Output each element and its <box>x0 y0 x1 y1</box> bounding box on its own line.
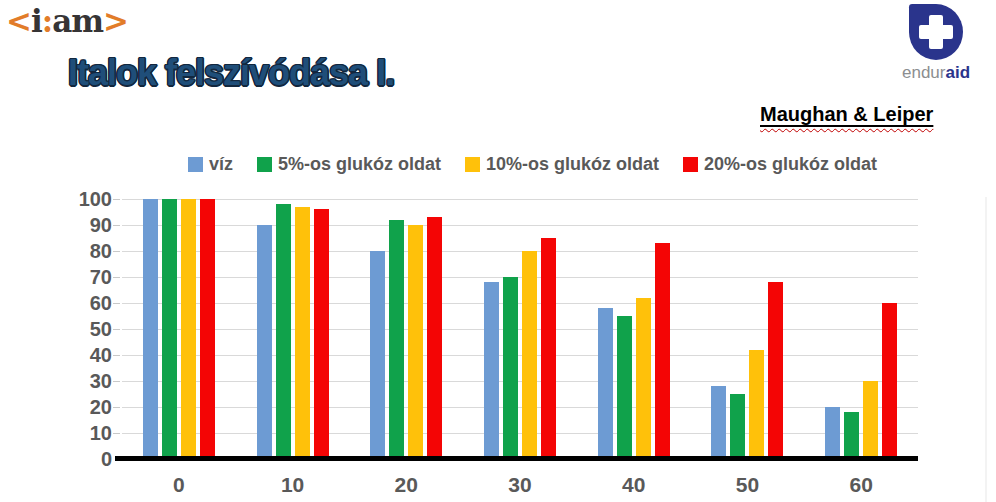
bar <box>541 238 556 459</box>
bar <box>863 381 878 459</box>
slide-edge-line <box>985 197 987 502</box>
bar <box>636 298 651 459</box>
y-tick-mark <box>113 251 120 252</box>
bar <box>295 207 310 459</box>
y-tick-mark <box>113 433 120 434</box>
gridline <box>122 277 918 278</box>
gridline <box>122 303 918 304</box>
chart-legend: víz 5%-os glukóz oldat 10%-os glukóz oldat… <box>188 154 877 175</box>
gridline <box>122 199 918 200</box>
bar <box>522 251 537 459</box>
bar <box>749 350 764 459</box>
bar <box>598 308 613 459</box>
y-tick-mark <box>113 277 120 278</box>
iam-logo-colon: : <box>42 3 52 39</box>
bar <box>882 303 897 459</box>
y-tick-mark <box>113 329 120 330</box>
droplet-icon <box>909 4 963 60</box>
bar <box>427 217 442 459</box>
bar <box>257 225 272 459</box>
enduraid-wordmark: enduraid <box>890 63 982 83</box>
slide-title: Italok felszívódása I. <box>68 52 394 94</box>
legend-swatch <box>188 157 203 172</box>
legend-item: 20%-os glukóz oldat <box>683 154 877 175</box>
y-tick-label: 40 <box>58 344 112 366</box>
bar <box>503 277 518 459</box>
y-tick-mark <box>113 303 120 304</box>
bar <box>711 386 726 459</box>
y-tick-label: 90 <box>58 214 112 236</box>
gridline <box>122 433 918 434</box>
bar <box>825 407 840 459</box>
bar <box>181 199 196 459</box>
bar <box>844 412 859 459</box>
bar <box>484 282 499 459</box>
y-axis-labels: 0102030405060708090100 <box>58 199 112 459</box>
iam-logo-am: am <box>52 3 103 39</box>
y-tick-label: 30 <box>58 370 112 392</box>
bar <box>408 225 423 459</box>
bar <box>389 220 404 459</box>
legend-label: víz <box>209 154 233 175</box>
gridline <box>122 329 918 330</box>
x-tick-label: 50 <box>715 473 779 497</box>
x-tick-label: 40 <box>602 473 666 497</box>
y-tick-label: 10 <box>58 422 112 444</box>
legend-swatch <box>465 157 480 172</box>
bar <box>655 243 670 459</box>
iam-logo-bracket-left: < <box>6 3 31 39</box>
y-tick-mark <box>113 355 120 356</box>
y-tick-mark <box>113 407 120 408</box>
iam-logo-i: i <box>31 3 42 39</box>
y-tick-mark <box>113 199 120 200</box>
gridline <box>122 355 918 356</box>
bar <box>143 199 158 459</box>
y-tick-mark <box>113 225 120 226</box>
bar <box>162 199 177 459</box>
x-tick-label: 10 <box>261 473 325 497</box>
bar-chart: 0102030405060708090100 0102030405060 <box>58 193 930 498</box>
y-tick-label: 80 <box>58 240 112 262</box>
bar <box>768 282 783 459</box>
bar <box>617 316 632 459</box>
legend-item: víz <box>188 154 233 175</box>
enduraid-wordmark-endur: endur <box>902 63 945 82</box>
gridline <box>122 225 918 226</box>
x-tick-label: 20 <box>374 473 438 497</box>
attribution-text: Maughan & Leiper <box>760 103 933 126</box>
slide: <i:am> enduraid Italok felszívódása I. M… <box>0 0 996 502</box>
bar <box>314 209 329 459</box>
bar <box>370 251 385 459</box>
legend-swatch <box>257 157 272 172</box>
enduraid-wordmark-aid: aid <box>945 63 970 82</box>
bar <box>200 199 215 459</box>
y-tick-label: 0 <box>58 448 112 470</box>
medical-cross-icon <box>919 15 953 49</box>
x-tick-label: 60 <box>829 473 893 497</box>
gridline <box>122 381 918 382</box>
y-tick-label: 100 <box>58 188 112 210</box>
bar <box>276 204 291 459</box>
enduraid-logo: enduraid <box>890 4 982 83</box>
legend-item: 10%-os glukóz oldat <box>465 154 659 175</box>
legend-item: 5%-os glukóz oldat <box>257 154 441 175</box>
legend-swatch <box>683 157 698 172</box>
x-axis-line <box>115 456 918 461</box>
y-tick-mark <box>113 381 120 382</box>
y-tick-label: 50 <box>58 318 112 340</box>
y-tick-label: 60 <box>58 292 112 314</box>
iam-logo-bracket-right: > <box>103 3 128 39</box>
legend-label: 5%-os glukóz oldat <box>278 154 441 175</box>
gridline <box>122 407 918 408</box>
iam-logo: <i:am> <box>6 6 128 37</box>
x-tick-label: 0 <box>147 473 211 497</box>
legend-label: 10%-os glukóz oldat <box>486 154 659 175</box>
legend-label: 20%-os glukóz oldat <box>704 154 877 175</box>
plot-area: 0102030405060 <box>122 199 918 459</box>
x-tick-label: 30 <box>488 473 552 497</box>
y-tick-label: 20 <box>58 396 112 418</box>
bar <box>730 394 745 459</box>
gridline <box>122 251 918 252</box>
y-tick-label: 70 <box>58 266 112 288</box>
